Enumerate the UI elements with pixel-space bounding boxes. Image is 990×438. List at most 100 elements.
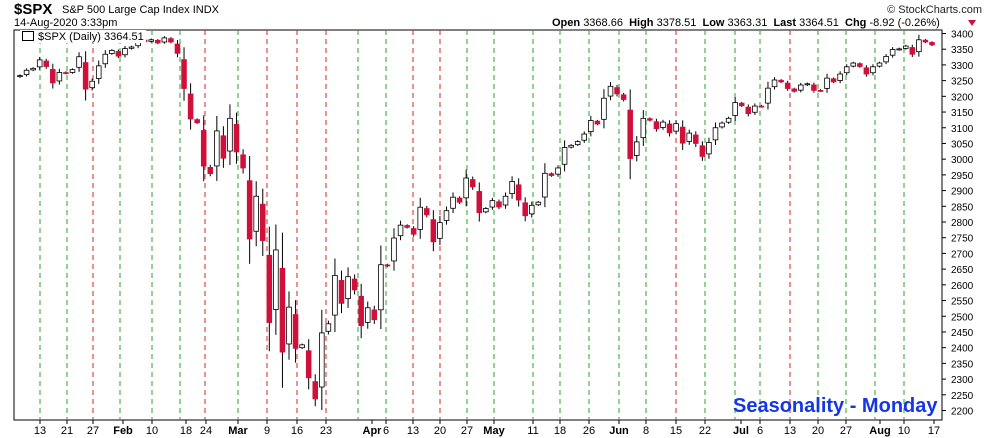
candle-down <box>745 106 752 115</box>
candle-down <box>410 228 417 235</box>
candle-up <box>437 222 443 239</box>
candle-down <box>240 154 246 169</box>
candle-up <box>889 49 896 56</box>
candle-down <box>922 39 929 43</box>
candle-up <box>686 132 692 142</box>
candle-down <box>693 134 699 144</box>
candle-down <box>371 309 378 321</box>
candle-up <box>804 83 811 86</box>
candle-down <box>63 72 69 74</box>
candle-down <box>857 63 863 67</box>
candle-down <box>220 135 227 159</box>
y-tick-label: 2850 <box>951 202 974 213</box>
candle-down <box>82 62 89 90</box>
candle-up <box>798 84 804 91</box>
candle-up <box>771 79 778 88</box>
candle-down <box>496 201 502 208</box>
x-day-label: 16 <box>291 425 303 437</box>
candle-up <box>122 48 128 56</box>
candle-down <box>43 60 50 67</box>
x-month-label: Jul <box>733 425 749 437</box>
candle-up <box>660 121 666 128</box>
candle-up <box>529 204 535 215</box>
candle-up <box>640 117 647 139</box>
candle-down <box>305 350 312 379</box>
candle-up <box>916 39 922 53</box>
candle-up <box>391 237 397 262</box>
x-day-label: 13 <box>34 425 46 437</box>
x-day-label: 10 <box>146 425 158 437</box>
x-day-label: 27 <box>461 425 473 437</box>
candle-up <box>95 65 102 79</box>
candle-up <box>752 105 758 113</box>
y-tick-label: 3250 <box>951 77 974 88</box>
candle-up <box>17 75 23 78</box>
source-credit: © StockCharts.com <box>887 4 982 16</box>
x-day-label: 18 <box>554 425 566 437</box>
candle-down <box>614 87 620 95</box>
x-day-label: 20 <box>812 425 824 437</box>
open-value: 3368.66 <box>583 17 623 29</box>
candle-down <box>863 67 870 75</box>
candle-up <box>332 275 338 316</box>
candle-up <box>588 120 594 133</box>
legend-label: $SPX (Daily) 3364.51 <box>38 31 144 43</box>
candle-up <box>561 147 568 165</box>
x-day-label: 13 <box>407 425 419 437</box>
candle-down <box>292 314 299 349</box>
x-day-label: 26 <box>583 425 595 437</box>
candle-down <box>594 120 601 125</box>
y-tick-label: 2200 <box>951 407 974 418</box>
y-tick-label: 2950 <box>951 171 974 182</box>
chart-title: Seasonality - Monday <box>733 395 938 417</box>
high-label: High <box>629 17 654 29</box>
x-day-label: 23 <box>320 425 332 437</box>
candle-up <box>23 69 30 76</box>
candle-down <box>246 180 253 240</box>
x-day-label: 15 <box>670 425 682 437</box>
candle-down <box>830 78 837 83</box>
y-tick-label: 3100 <box>951 124 974 135</box>
x-month-label: Mar <box>228 425 248 437</box>
candle-down <box>522 202 528 217</box>
y-tick-label: 2650 <box>951 265 974 276</box>
candle-up <box>824 77 830 89</box>
last-label: Last <box>773 17 797 29</box>
candle-up <box>509 181 515 194</box>
y-tick-label: 2400 <box>951 344 974 355</box>
candle-up <box>719 122 725 128</box>
candle-down <box>778 79 784 83</box>
candle-down <box>351 278 358 291</box>
candle-down <box>115 51 122 57</box>
candle-up <box>299 344 305 349</box>
candle-down <box>266 254 273 323</box>
x-day-label: 18 <box>180 425 192 437</box>
candle-down <box>515 184 522 201</box>
x-day-label: 10 <box>898 425 910 437</box>
candle-down <box>207 167 214 175</box>
candle-up <box>30 67 36 71</box>
candle-down <box>181 59 187 89</box>
candle-down <box>758 105 765 108</box>
candle-up <box>345 276 351 299</box>
candle-up <box>161 37 168 43</box>
candle-up <box>883 56 889 63</box>
candle-down <box>312 381 319 400</box>
candle-up <box>555 167 561 175</box>
candle-up <box>574 141 581 146</box>
y-tick-label: 3400 <box>951 30 974 41</box>
x-month-label: Jun <box>609 425 629 437</box>
x-day-label: 27 <box>87 425 99 437</box>
candle-up <box>607 85 614 97</box>
x-day-label: 27 <box>840 425 852 437</box>
ticker-symbol: $SPX <box>14 1 53 18</box>
y-tick-label: 3000 <box>951 155 974 166</box>
y-tick-label: 3200 <box>951 92 974 103</box>
x-day-label: 22 <box>699 425 711 437</box>
candle-down <box>738 102 745 107</box>
candle-down <box>647 118 653 121</box>
candle-down <box>791 88 797 92</box>
x-month-label: May <box>483 425 505 437</box>
candle-up <box>102 53 109 65</box>
candle-down <box>260 203 266 241</box>
